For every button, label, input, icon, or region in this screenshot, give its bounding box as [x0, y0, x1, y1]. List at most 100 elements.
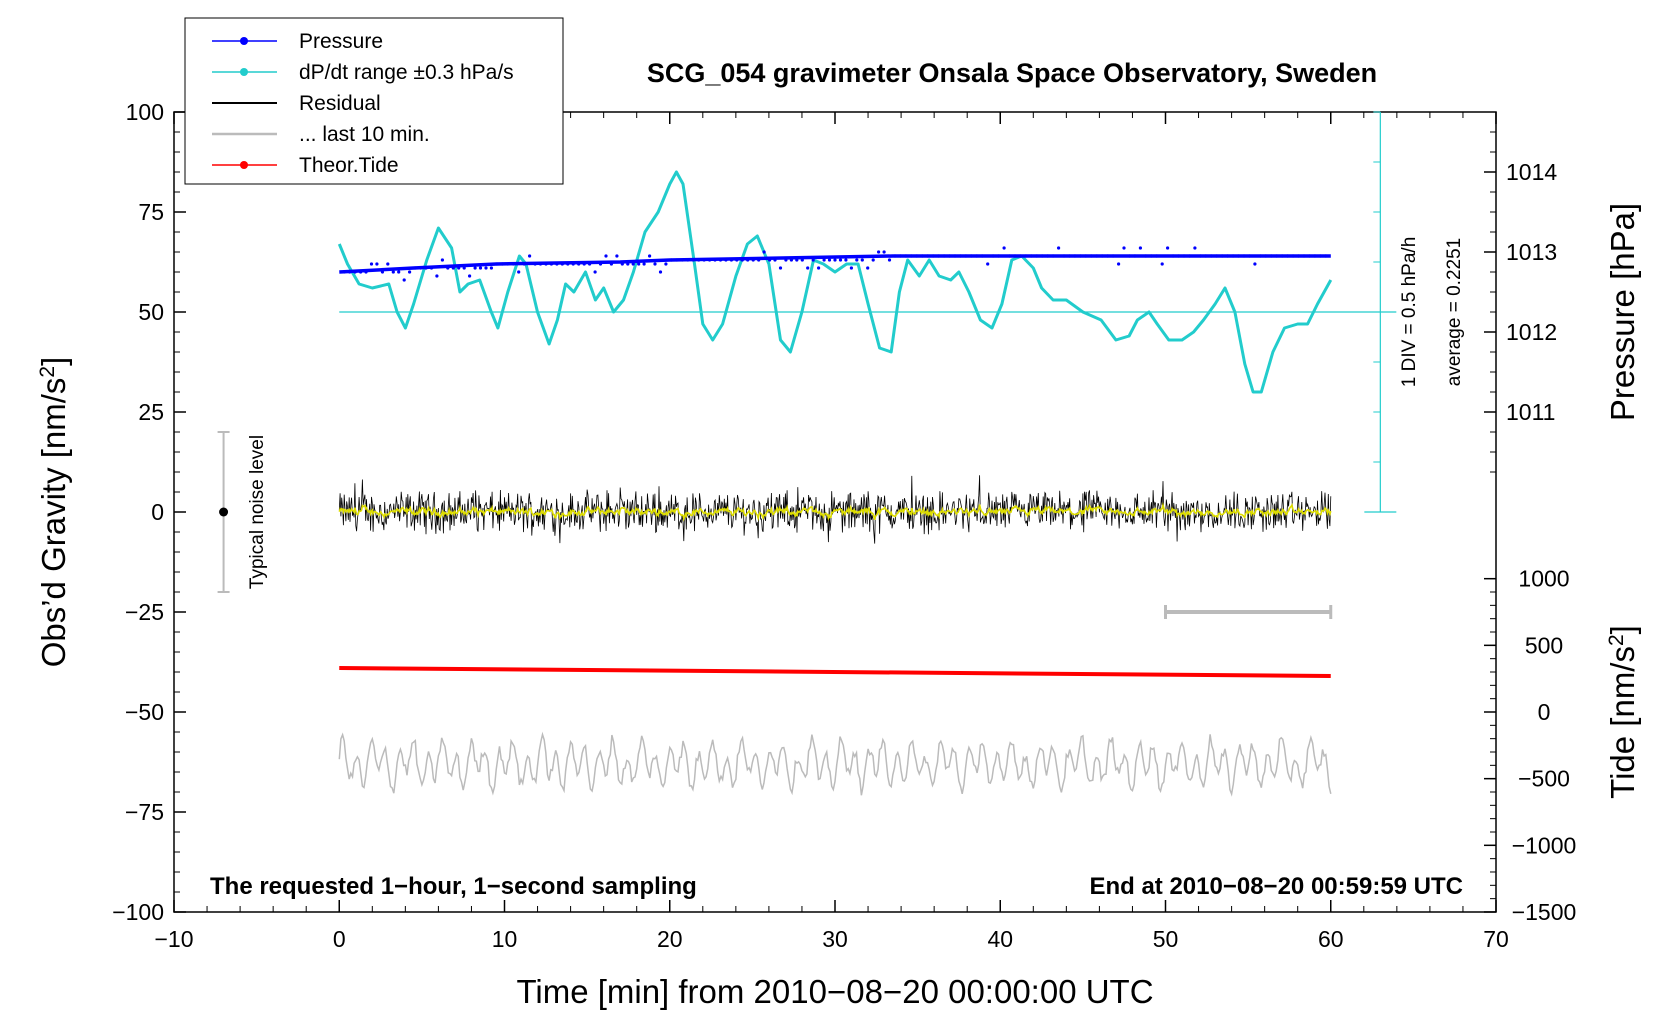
legend-item-last10: ... last 10 min.: [212, 123, 430, 146]
residual-smoothed-line: [338, 501, 1332, 522]
y-axis-label-main: Obs’d Gravity [nm/s: [35, 378, 72, 668]
x-tick-label: 40: [987, 926, 1013, 952]
note-sampling: The requested 1−hour, 1−second sampling: [210, 873, 697, 900]
legend-label-dpdt: dP/dt range ±0.3 hPa/s: [299, 61, 514, 84]
pressure-point: [986, 262, 990, 266]
pressure-point: [806, 266, 810, 270]
pressure-point: [604, 254, 608, 258]
pressure-point: [593, 270, 597, 274]
tide-tick-label: 0: [1538, 699, 1551, 725]
pressure-line: [339, 254, 1331, 274]
y-tick-label: −75: [125, 799, 164, 825]
pressure-point: [528, 254, 532, 258]
pressure-point: [517, 270, 521, 274]
pressure-point: [369, 262, 374, 266]
legend-item-residual: Residual: [212, 92, 381, 115]
x-axis: −10 0 10 20 30 40 50 60 70: [154, 112, 1509, 952]
pressure-point: [762, 250, 766, 254]
pressure-point: [435, 274, 439, 278]
pressure-point: [642, 262, 646, 266]
noise-bar-point: [219, 507, 229, 517]
pressure-point: [887, 258, 892, 262]
y-tick-label: −25: [125, 599, 164, 625]
pressure-point: [397, 270, 401, 274]
y-tick-label: −50: [125, 699, 164, 725]
dpdt-div-label: 1 DIV = 0.5 hPa/h: [1399, 237, 1420, 388]
pressure-point: [391, 270, 395, 274]
x-tick-label: 60: [1318, 926, 1344, 952]
tide-tick-label: 500: [1525, 632, 1563, 658]
chart-title: SCG_054 gravimeter Onsala Space Observat…: [647, 58, 1377, 88]
pressure-point: [664, 262, 668, 266]
pressure-point: [855, 258, 859, 262]
legend-label-residual: Residual: [299, 92, 381, 115]
y-tick-label: −100: [112, 899, 164, 925]
x-axis-label: Time [min] from 2010−08−20 00:00:00 UTC: [516, 973, 1153, 1010]
y-axis-label: Obs’d Gravity [nm/s2]: [35, 357, 72, 668]
pressure-point: [615, 254, 619, 258]
tide-line: [339, 666, 1331, 678]
pressure-point: [866, 266, 870, 270]
pressure-point: [484, 266, 488, 270]
tide-axis-label-main: Tide [nm/s: [1604, 646, 1641, 799]
pressure-point: [658, 270, 663, 274]
y-tick-label: 100: [126, 99, 164, 125]
tide-tick-label: −1500: [1512, 899, 1577, 925]
pressure-point: [860, 258, 864, 262]
pressure-point: [386, 262, 390, 266]
dpdt-average-label: average = 0.2251: [1444, 238, 1465, 386]
y-axis-label-sup: 2: [36, 366, 59, 378]
x-tick-label: −10: [154, 926, 193, 952]
tide-axis-label: Tide [nm/s2]: [1604, 625, 1641, 799]
pressure-point: [478, 266, 483, 270]
pressure-point: [1253, 262, 1257, 266]
legend-box: [184, 17, 564, 185]
y-axis: −100 −75 −50 −25 0 25 50 75 100: [112, 99, 186, 925]
pressure-point: [1002, 246, 1006, 250]
pressure-point: [1057, 246, 1061, 250]
residual-line: [338, 475, 1332, 544]
legend-item-tide: Theor.Tide: [212, 154, 399, 177]
tide-axis-label-close: ]: [1604, 625, 1641, 634]
x-tick-label: 20: [657, 926, 683, 952]
x-tick-label: 70: [1483, 926, 1509, 952]
note-end-time: End at 2010−08−20 00:59:59 UTC: [1089, 873, 1463, 900]
legend-marker-tide: [240, 161, 248, 169]
series-layer: [337, 170, 1333, 797]
pressure-point: [817, 266, 821, 270]
pressure-point: [833, 258, 837, 262]
legend-marker-pressure: [240, 37, 248, 45]
tide-tick-label: −1000: [1512, 832, 1577, 858]
pressure-point: [637, 262, 641, 266]
pressure-point: [844, 258, 848, 262]
x-tick-label: 10: [492, 926, 518, 952]
pressure-point: [653, 262, 657, 266]
pressure-point: [838, 258, 843, 262]
pressure-point: [822, 258, 826, 262]
pressure-point: [440, 258, 444, 262]
tide-axis-label-sup: 2: [1605, 634, 1628, 646]
pressure-point: [1166, 246, 1170, 250]
pressure-point: [402, 278, 406, 282]
legend-label-pressure: Pressure: [299, 30, 383, 53]
y-tick-label: 25: [138, 399, 164, 425]
pressure-point: [489, 266, 493, 270]
pressure-axis: 1011 1012 1013 1014: [1484, 111, 1557, 473]
legend-marker-dpdt: [240, 68, 248, 76]
noise-level-label: Typical noise level: [247, 435, 268, 589]
legend-label-last10: ... last 10 min.: [299, 123, 430, 146]
tide-axis: −1500 −1000 −500 0 500 1000: [1484, 566, 1576, 925]
y-tick-label: 75: [138, 199, 164, 225]
legend-item-dpdt: dP/dt range ±0.3 hPa/s: [212, 61, 514, 84]
pressure-point: [473, 266, 477, 270]
annotations: [217, 431, 1333, 619]
x-tick-label: 50: [1153, 926, 1179, 952]
x-tick-label: 0: [333, 926, 346, 952]
pressure-point: [882, 250, 886, 254]
pressure-point: [1122, 246, 1126, 250]
pressure-point: [408, 270, 412, 274]
pressure-point: [1117, 262, 1121, 266]
y-axis-label-close: ]: [35, 357, 72, 366]
pressure-point: [1160, 262, 1164, 266]
